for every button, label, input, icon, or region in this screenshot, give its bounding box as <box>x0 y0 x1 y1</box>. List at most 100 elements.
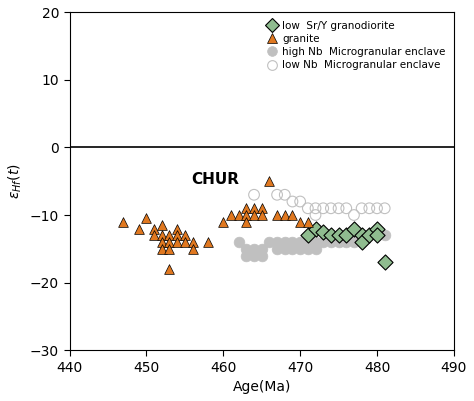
Point <box>373 225 381 232</box>
Point <box>258 212 265 218</box>
Point <box>235 239 243 245</box>
Point <box>335 232 342 239</box>
Point <box>365 205 373 211</box>
Point <box>289 212 296 218</box>
Point <box>296 239 304 245</box>
Point <box>381 205 389 211</box>
Point <box>343 239 350 245</box>
Point <box>250 245 258 252</box>
Point <box>327 239 335 245</box>
Point <box>281 245 289 252</box>
Point <box>250 252 258 259</box>
Point <box>235 212 243 218</box>
Point <box>319 229 327 235</box>
Point <box>250 192 258 198</box>
Legend: low  Sr/Y granodiorite, granite, high Nb  Microgranular enclave, low Nb  Microgr: low Sr/Y granodiorite, granite, high Nb … <box>264 18 449 73</box>
Point <box>335 205 342 211</box>
Point <box>373 205 381 211</box>
Point <box>158 232 165 239</box>
Point <box>189 239 196 245</box>
Point <box>166 232 173 239</box>
Point <box>381 259 389 265</box>
X-axis label: Age(Ma): Age(Ma) <box>233 380 291 394</box>
Point <box>250 212 258 218</box>
Point <box>173 239 181 245</box>
Point <box>173 225 181 232</box>
Text: CHUR: CHUR <box>191 172 239 187</box>
Point <box>181 232 189 239</box>
Point <box>365 232 373 239</box>
Point <box>150 232 158 239</box>
Point <box>373 232 381 239</box>
Point <box>258 205 265 211</box>
Point <box>173 232 181 239</box>
Point <box>119 219 127 225</box>
Y-axis label: $\varepsilon_{Hf}(t)$: $\varepsilon_{Hf}(t)$ <box>7 164 24 199</box>
Point <box>243 219 250 225</box>
Point <box>181 239 189 245</box>
Point <box>358 239 365 245</box>
Point <box>296 219 304 225</box>
Point <box>343 205 350 211</box>
Point <box>265 239 273 245</box>
Point <box>265 178 273 184</box>
Point <box>258 245 265 252</box>
Point <box>273 245 281 252</box>
Point <box>243 205 250 211</box>
Point <box>258 252 265 259</box>
Point <box>327 232 335 239</box>
Point <box>312 239 319 245</box>
Point <box>273 239 281 245</box>
Point <box>296 198 304 205</box>
Point <box>312 225 319 232</box>
Point <box>135 225 143 232</box>
Point <box>365 232 373 239</box>
Point <box>143 215 150 222</box>
Point <box>327 205 335 211</box>
Point <box>304 245 311 252</box>
Point <box>189 245 196 252</box>
Point <box>166 239 173 245</box>
Point <box>358 239 365 245</box>
Point <box>304 219 311 225</box>
Point <box>304 239 311 245</box>
Point <box>373 232 381 239</box>
Point <box>150 225 158 232</box>
Point <box>219 219 227 225</box>
Point <box>350 239 358 245</box>
Point <box>227 212 235 218</box>
Point <box>312 205 319 211</box>
Point <box>158 222 165 228</box>
Point <box>281 192 289 198</box>
Point <box>350 212 358 218</box>
Point <box>289 239 296 245</box>
Point <box>158 245 165 252</box>
Point <box>358 232 365 239</box>
Point <box>166 245 173 252</box>
Point <box>335 239 342 245</box>
Point <box>273 212 281 218</box>
Point <box>243 212 250 218</box>
Point <box>312 245 319 252</box>
Point <box>250 205 258 211</box>
Point <box>204 239 212 245</box>
Point <box>319 205 327 211</box>
Point <box>243 252 250 259</box>
Point <box>166 266 173 272</box>
Point <box>296 245 304 252</box>
Point <box>281 239 289 245</box>
Point <box>381 232 389 239</box>
Point <box>158 239 165 245</box>
Point <box>273 192 281 198</box>
Point <box>304 205 311 211</box>
Point <box>343 232 350 239</box>
Point <box>289 198 296 205</box>
Point <box>319 239 327 245</box>
Point <box>281 212 289 218</box>
Point <box>312 212 319 218</box>
Point <box>243 245 250 252</box>
Point <box>350 225 358 232</box>
Point <box>358 205 365 211</box>
Point <box>289 245 296 252</box>
Point <box>304 232 311 239</box>
